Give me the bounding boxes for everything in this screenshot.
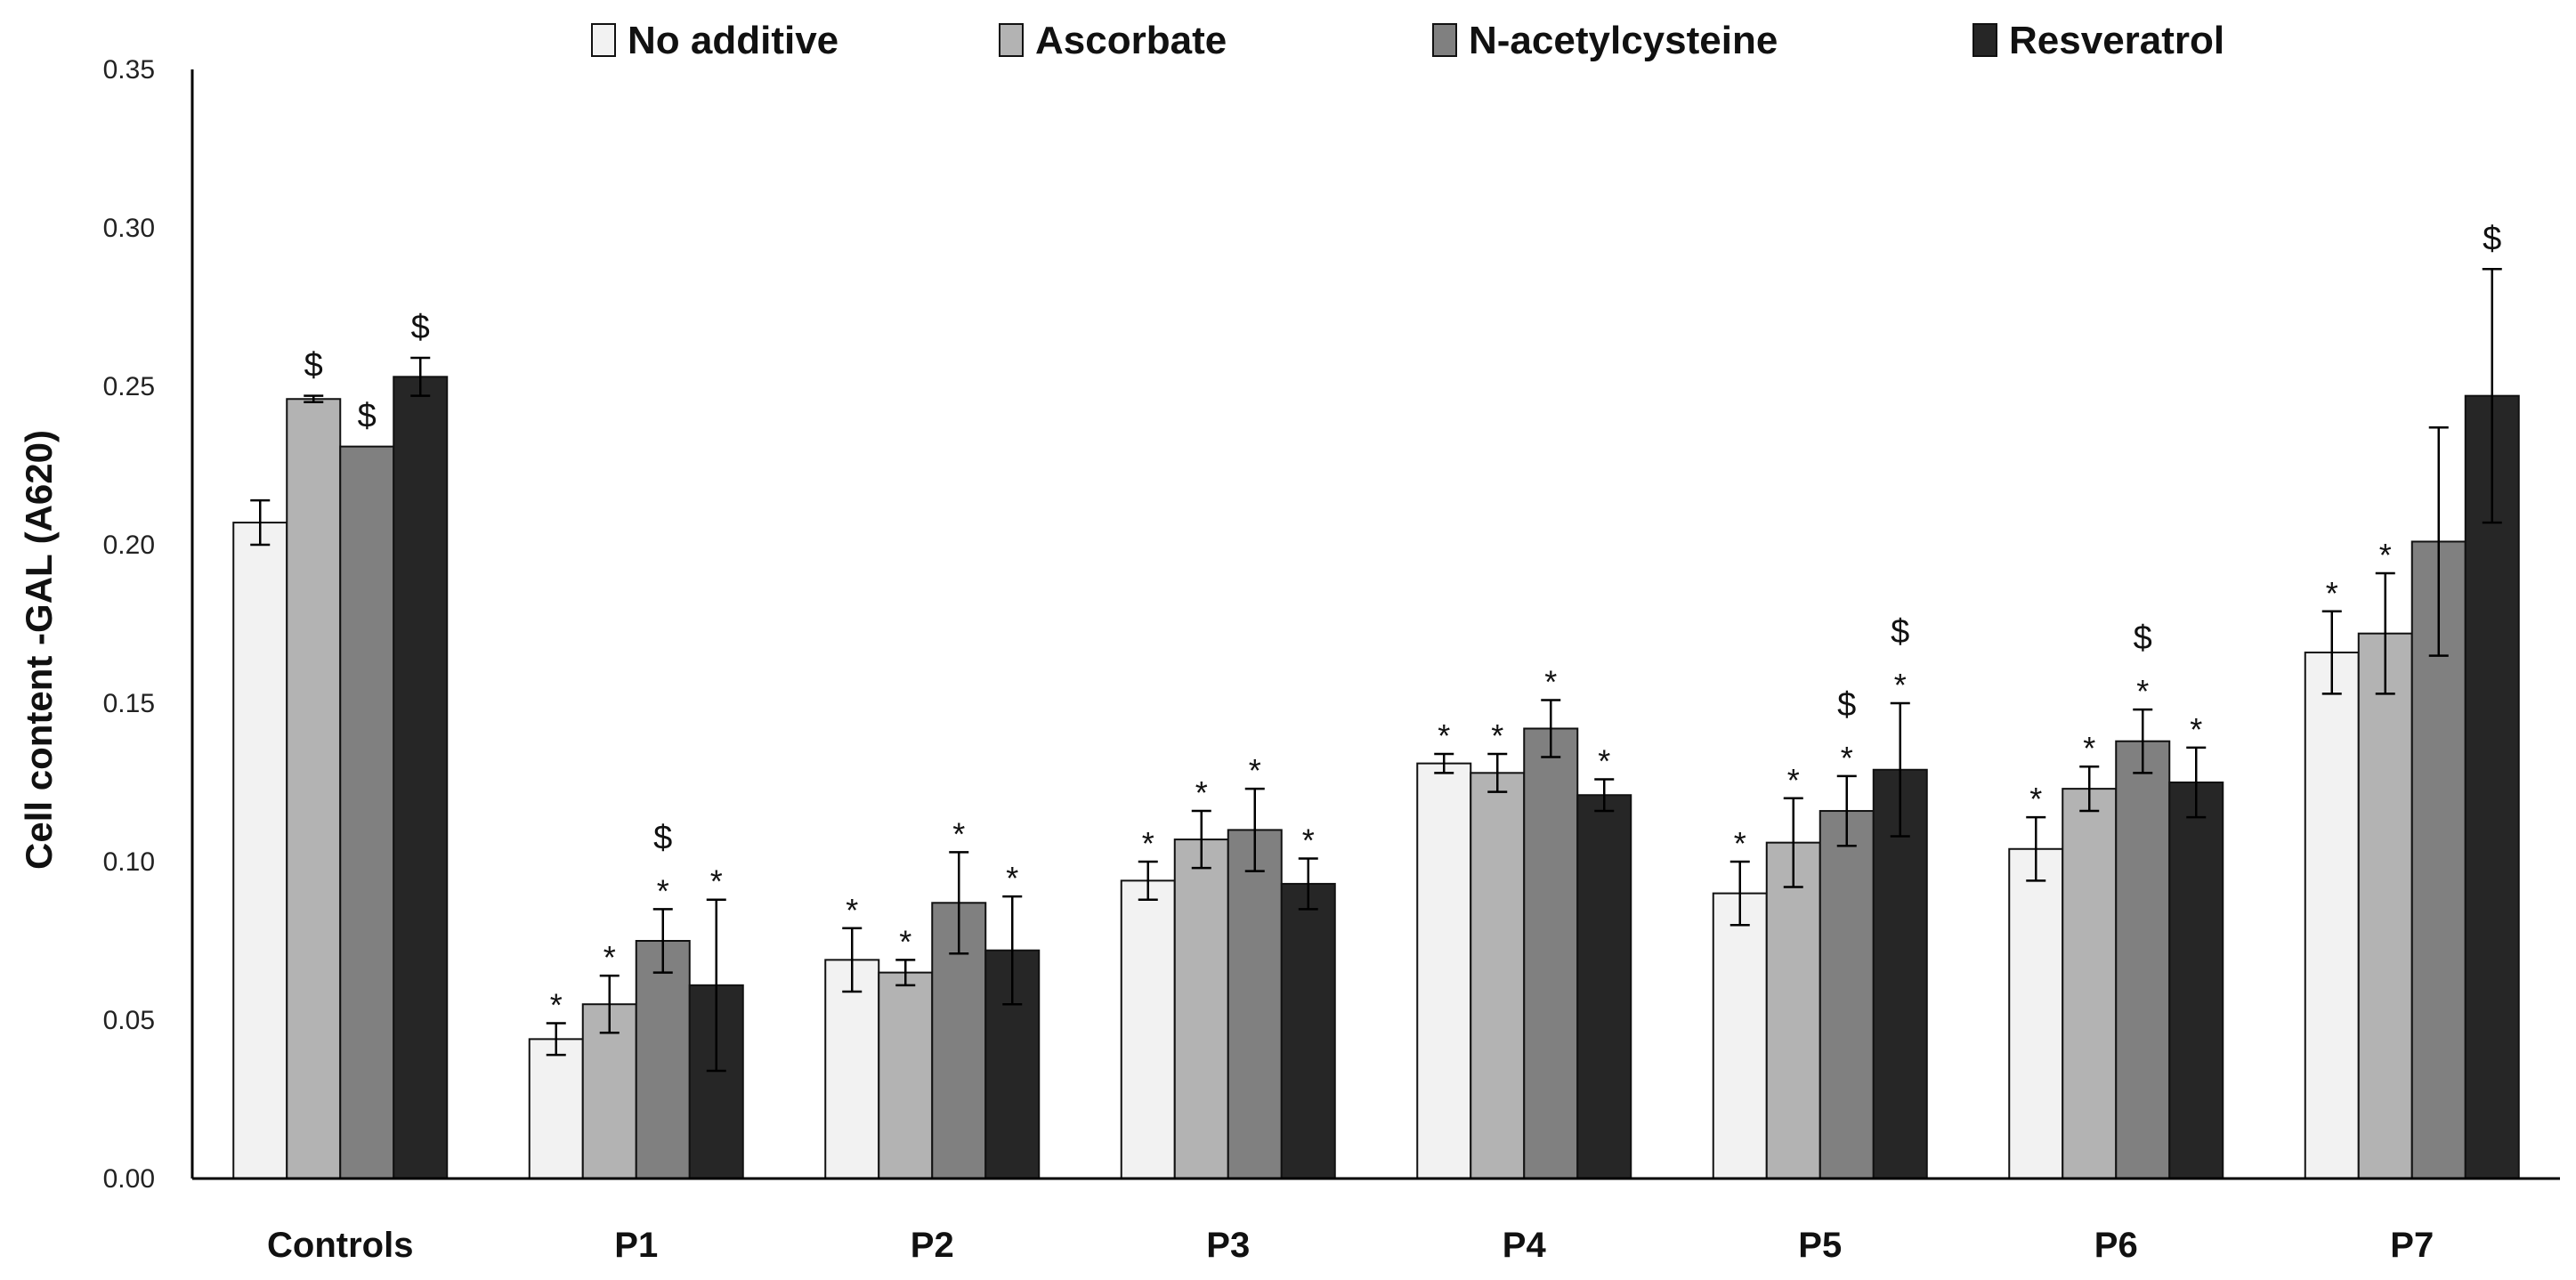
- bar: [232, 522, 288, 1179]
- significance-asterisk: *: [2083, 730, 2095, 766]
- legend-label: N-acetylcysteine: [1469, 19, 1778, 62]
- significance-asterisk: *: [603, 939, 616, 976]
- significance-dollar: $: [358, 398, 377, 435]
- significance-asterisk: *: [2029, 781, 2042, 817]
- x-tick-label: P7: [2390, 1226, 2434, 1265]
- legend-swatch: [999, 23, 1024, 57]
- legend-label: Resveratrol: [2009, 19, 2224, 62]
- bar: [339, 445, 395, 1179]
- bar: [2304, 652, 2360, 1179]
- y-tick-label: 0.10: [103, 847, 155, 877]
- y-tick-label: 0.25: [103, 372, 155, 401]
- x-tick-label: P1: [614, 1226, 658, 1265]
- significance-asterisk: *: [1787, 762, 1800, 798]
- bar: [1416, 762, 1472, 1179]
- y-axis: 0.00 0.05 0.10 0.15 0.20 0.25 0.30 0.35: [103, 55, 194, 1194]
- y-tick-label: 0.00: [103, 1164, 155, 1194]
- significance-asterisk: *: [1302, 822, 1315, 858]
- bar: [1765, 841, 1821, 1179]
- bar: [1120, 879, 1176, 1179]
- bar: [393, 376, 449, 1179]
- significance-dollar: $: [1891, 613, 1909, 651]
- bar: [2115, 740, 2171, 1179]
- significance-asterisk: *: [1006, 860, 1018, 896]
- y-tick-label: 0.30: [103, 214, 155, 243]
- significance-asterisk: *: [550, 987, 563, 1024]
- legend-label: Ascorbate: [1035, 19, 1227, 62]
- bar: [1470, 772, 1526, 1179]
- significance-asterisk: *: [1544, 663, 1557, 700]
- bar: [1173, 838, 1229, 1180]
- bar: [1227, 829, 1283, 1180]
- significance-asterisk: *: [1841, 740, 1853, 776]
- y-tick-label: 0.05: [103, 1006, 155, 1035]
- x-tick-label: Controls: [267, 1226, 413, 1265]
- significance-asterisk: *: [846, 892, 858, 928]
- y-tick-label: 0.35: [103, 55, 155, 85]
- significance-asterisk: *: [1249, 752, 1261, 789]
- significance-asterisk: *: [1734, 825, 1746, 862]
- significance-asterisk: *: [1598, 742, 1610, 779]
- y-tick-label: 0.20: [103, 531, 155, 560]
- y-tick-label: 0.15: [103, 689, 155, 718]
- bars: $ $ $ * * * $ * * * * * * * * * * * * * * * * $ * $ * * * $ * * * $: [232, 220, 2520, 1180]
- x-tick-label: P6: [2094, 1226, 2138, 1265]
- x-axis: Controls P1 P2 P3 P4 P5 P6 P7: [192, 1177, 2560, 1265]
- significance-dollar: $: [1837, 686, 1856, 724]
- bar: [1280, 882, 1336, 1179]
- significance-dollar: $: [304, 347, 323, 385]
- bar: [1523, 727, 1579, 1179]
- significance-asterisk: *: [952, 815, 965, 852]
- significance-asterisk: *: [2326, 575, 2338, 612]
- significance-asterisk: *: [710, 863, 723, 900]
- legend-swatch: [591, 23, 616, 57]
- significance-dollar: $: [2483, 220, 2501, 257]
- significance-asterisk: *: [2190, 711, 2202, 748]
- y-axis-label: Cell content -GAL (A620): [18, 430, 60, 870]
- bar: [286, 398, 342, 1179]
- significance-asterisk: *: [1195, 774, 1208, 811]
- bar: [528, 1038, 584, 1179]
- bar: [824, 959, 880, 1179]
- legend-swatch: [1973, 23, 1997, 57]
- x-tick-label: P3: [1206, 1226, 1250, 1265]
- legend: No additive Ascorbate N-acetylcysteine Resv…: [591, 19, 2224, 62]
- bar: [2168, 782, 2224, 1179]
- significance-asterisk: *: [1438, 717, 1450, 754]
- significance-asterisk: *: [2379, 537, 2392, 573]
- significance-asterisk: *: [1142, 825, 1154, 862]
- significance-asterisk: *: [1894, 667, 1907, 703]
- x-tick-label: P5: [1798, 1226, 1842, 1265]
- bar: [1712, 892, 1768, 1179]
- significance-asterisk: *: [2136, 673, 2149, 709]
- legend-label: No additive: [628, 19, 838, 62]
- significance-asterisk: *: [1491, 717, 1503, 754]
- bar: [635, 940, 691, 1179]
- bar: [878, 971, 934, 1179]
- bar: [2062, 788, 2118, 1179]
- bar: [2357, 632, 2413, 1179]
- significance-dollar: $: [653, 819, 672, 856]
- significance-dollar: $: [2134, 620, 2152, 657]
- significance-dollar: $: [411, 309, 430, 346]
- bar: [1576, 794, 1632, 1179]
- bar: [1872, 768, 1928, 1179]
- bar: [1819, 810, 1875, 1179]
- significance-asterisk: *: [657, 872, 669, 909]
- x-tick-label: P2: [911, 1226, 954, 1265]
- bar: [2008, 847, 2064, 1179]
- significance-asterisk: *: [899, 923, 911, 960]
- x-tick-label: P4: [1503, 1226, 1547, 1265]
- legend-swatch: [1432, 23, 1457, 57]
- bar: [2464, 394, 2520, 1179]
